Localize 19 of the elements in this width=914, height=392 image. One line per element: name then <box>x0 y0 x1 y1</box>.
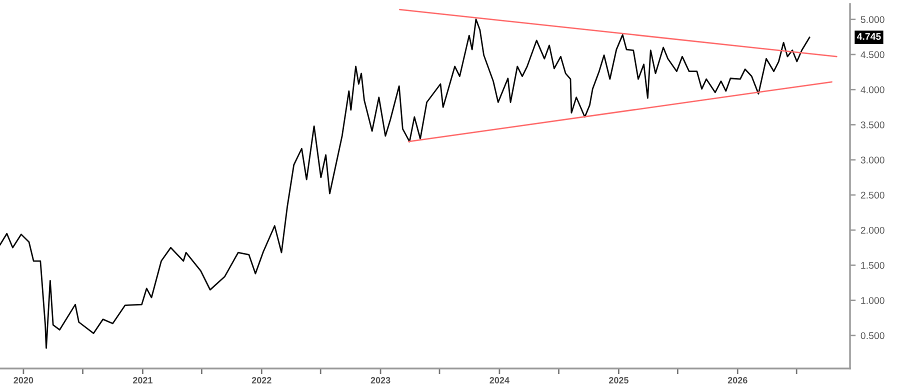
y-tick-label: 2.500 <box>860 192 884 199</box>
y-tick-label: 5.000 <box>860 16 884 23</box>
y-tick-label: 0.500 <box>860 332 884 340</box>
y-tick-label: 4.000 <box>860 86 884 94</box>
x-tick-label: 2021 <box>132 377 152 384</box>
x-tick-label: 2022 <box>252 377 272 384</box>
x-tick-label: 2025 <box>608 377 628 384</box>
x-tick-label: 2023 <box>370 377 390 384</box>
y-tick-label: 3.000 <box>860 156 884 164</box>
y-tick-label: 1.500 <box>861 262 884 269</box>
x-tick-label: 2026 <box>728 377 748 384</box>
x-tick-label: 2020 <box>14 377 34 384</box>
line-series <box>0 18 810 349</box>
y-tick-label: 1.000 <box>861 297 884 304</box>
y-tick-label: 4.500 <box>860 51 884 58</box>
x-tick-label: 2024 <box>490 377 510 384</box>
y-tick-label: 2.000 <box>860 226 884 234</box>
text: 4.745 <box>856 33 881 40</box>
y-tick-label: 3.500 <box>860 121 884 128</box>
